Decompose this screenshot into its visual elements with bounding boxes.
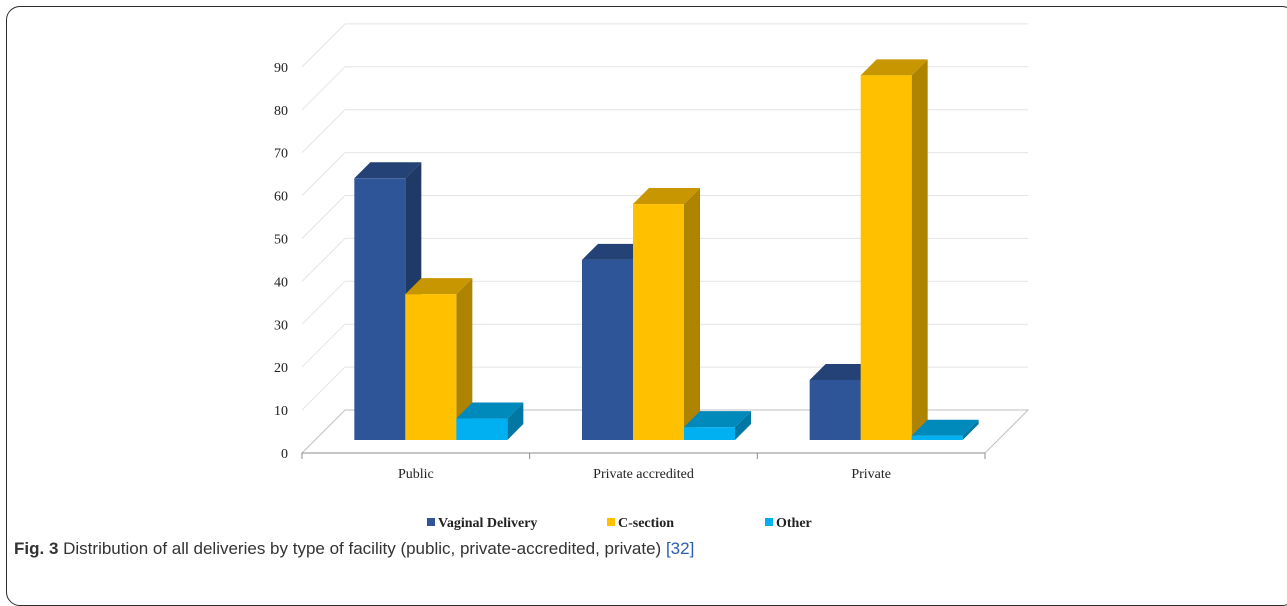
legend-swatch — [765, 518, 773, 526]
y-tick-label: 30 — [274, 318, 288, 333]
caption-label: Fig. 3 — [14, 539, 59, 558]
x-category-label: Public — [398, 467, 434, 482]
gridline-side-30 — [301, 280, 346, 325]
gridline-side-50 — [301, 195, 346, 239]
bar-top-c-section-private — [860, 59, 928, 76]
bar-side-other-private-accredited — [735, 411, 751, 440]
legend-label: Vaginal Delivery — [438, 516, 537, 530]
bar-top-vaginal-delivery-private-accredited — [582, 243, 649, 260]
legend-label: Other — [776, 516, 812, 530]
bar-side-other-private — [962, 419, 979, 440]
gridline-side-90 — [301, 23, 346, 68]
bar-side-c-section-private — [911, 59, 928, 440]
gridline-side-10 — [301, 366, 346, 411]
x-category-label: Private accredited — [593, 467, 694, 482]
bar-top-other-private — [911, 419, 979, 436]
y-tick-label: 40 — [274, 275, 288, 290]
legend-swatch — [427, 518, 435, 526]
y-tick-label: 0 — [281, 447, 288, 462]
bar-top-other-public — [456, 402, 524, 419]
gridline-side-70 — [301, 109, 346, 154]
x-category-label: Private — [851, 467, 891, 482]
y-tick-label: 90 — [274, 61, 288, 76]
bar-other-private — [911, 435, 963, 440]
bar-c-section-private-accredited — [633, 204, 684, 440]
bar-chart: 0 10 20 30 40 50 60 70 80 90 Public Private accredi… — [274, 23, 1030, 530]
bar-vaginal-delivery-public — [354, 178, 406, 440]
y-tick-label: 80 — [274, 104, 288, 119]
bar-vaginal-delivery-private-accredited — [582, 259, 633, 440]
gridline-side-20 — [301, 323, 346, 368]
y-tick-label: 10 — [274, 404, 288, 419]
y-tick-label: 70 — [274, 147, 288, 162]
bar-c-section-public — [405, 294, 457, 440]
bar-top-c-section-private-accredited — [633, 188, 700, 205]
bar-other-public — [456, 418, 508, 440]
gridline-side-80 — [301, 66, 346, 111]
legend-swatch — [607, 518, 615, 526]
bar-side-other-public — [507, 402, 524, 440]
y-tick-label: 50 — [274, 233, 288, 248]
bar-c-section-private — [860, 75, 912, 440]
caption-reference-link[interactable]: [32] — [665, 539, 695, 558]
legend-label: C-section — [618, 516, 674, 530]
bar-top-vaginal-delivery-public — [354, 162, 422, 179]
bar-top-vaginal-delivery-private — [809, 363, 877, 380]
y-tick-label: 60 — [274, 190, 288, 205]
caption-text: Distribution of all deliveries by type o… — [58, 539, 666, 558]
gridline-side-60 — [301, 152, 346, 196]
bar-other-private-accredited — [684, 427, 735, 440]
figure-caption: Fig. 3 Distribution of all deliveries by… — [14, 539, 694, 559]
bar-vaginal-delivery-private — [809, 379, 861, 440]
bar-side-c-section-private-accredited — [684, 188, 700, 440]
bar-top-c-section-public — [405, 278, 473, 295]
bar-top-other-private-accredited — [684, 411, 751, 428]
bar-side-c-section-public — [456, 278, 473, 440]
y-tick-label: 20 — [274, 361, 288, 376]
gridline-side-40 — [301, 238, 346, 282]
